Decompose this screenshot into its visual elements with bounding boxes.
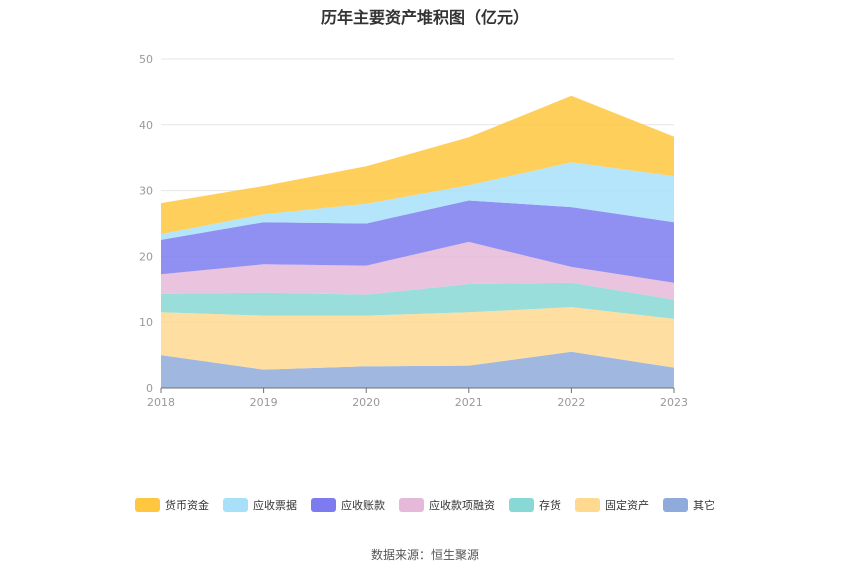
legend-swatch [575, 498, 600, 512]
legend-label: 应收账款 [341, 499, 385, 512]
legend-label: 固定资产 [605, 499, 649, 512]
y-tick-label: 30 [139, 185, 153, 198]
legend-item[interactable]: 应收票据 [223, 497, 297, 513]
y-tick-label: 0 [146, 382, 153, 395]
legend-item[interactable]: 应收账款 [311, 497, 385, 513]
legend-swatch [223, 498, 248, 512]
area-series-1 [161, 307, 674, 370]
data-source-note: 数据来源：恒生聚源 [370, 548, 479, 562]
x-tick-label: 2023 [660, 396, 688, 409]
x-tick-label: 2022 [557, 396, 585, 409]
area-series-4 [161, 200, 674, 283]
legend-item[interactable]: 应收款项融资 [399, 497, 495, 513]
area-series-5 [161, 162, 674, 240]
legend-swatch [311, 498, 336, 512]
legend-swatch [135, 498, 160, 512]
legend-item[interactable]: 货币资金 [135, 497, 209, 513]
legend-label: 存货 [539, 499, 561, 512]
area-series-3 [161, 241, 674, 300]
x-tick-label: 2021 [455, 396, 483, 409]
area-series-6 [161, 95, 674, 234]
legend-swatch [399, 498, 424, 512]
y-tick-label: 40 [139, 119, 153, 132]
y-tick-label: 20 [139, 250, 153, 263]
legend-swatch [509, 498, 534, 512]
x-tick-label: 2018 [147, 396, 175, 409]
area-series-2 [161, 282, 674, 319]
area-series-0 [161, 351, 674, 388]
x-tick-label: 2019 [250, 396, 278, 409]
legend-label: 其它 [693, 499, 715, 512]
legend-label: 货币资金 [165, 499, 209, 512]
legend-label: 应收票据 [253, 499, 297, 512]
legend-item[interactable]: 其它 [663, 497, 715, 513]
y-tick-label: 10 [139, 316, 153, 329]
chart-legend: 货币资金 应收票据 应收账款 应收款项融资 存货 固定资产 其它 [0, 497, 850, 513]
legend-item[interactable]: 存货 [509, 497, 561, 513]
legend-item[interactable]: 固定资产 [575, 497, 649, 513]
x-tick-label: 2020 [352, 396, 380, 409]
chart-title: 历年主要资产堆积图（亿元） [320, 8, 529, 27]
y-tick-label: 50 [139, 53, 153, 66]
legend-label: 应收款项融资 [429, 499, 495, 512]
legend-swatch [663, 498, 688, 512]
